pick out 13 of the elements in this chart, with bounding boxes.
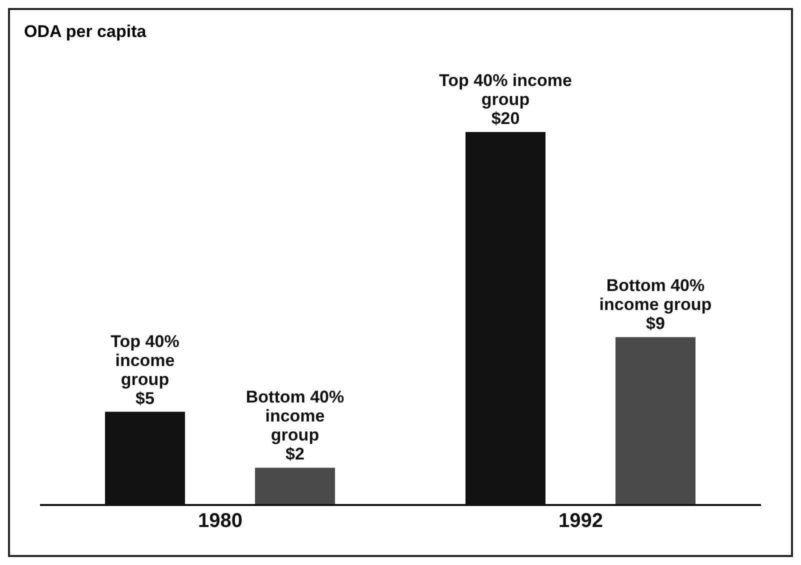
text: Top 40% income group [439, 71, 572, 110]
series-label: Top 40% income group [110, 332, 180, 389]
data-label: $2 [286, 444, 304, 464]
x-tick-label: 1992 [558, 510, 603, 532]
data-label: $9 [646, 314, 665, 334]
text: Bottom 40% income group [599, 276, 712, 314]
x-tick-label: 1980 [198, 510, 242, 532]
data-label: $5 [136, 388, 154, 408]
chart-title: ODA per capita [24, 22, 146, 42]
data-label: $20 [491, 109, 520, 128]
bar [255, 468, 335, 505]
bar [616, 337, 696, 505]
series-label: Bottom 40% income group [246, 388, 344, 445]
